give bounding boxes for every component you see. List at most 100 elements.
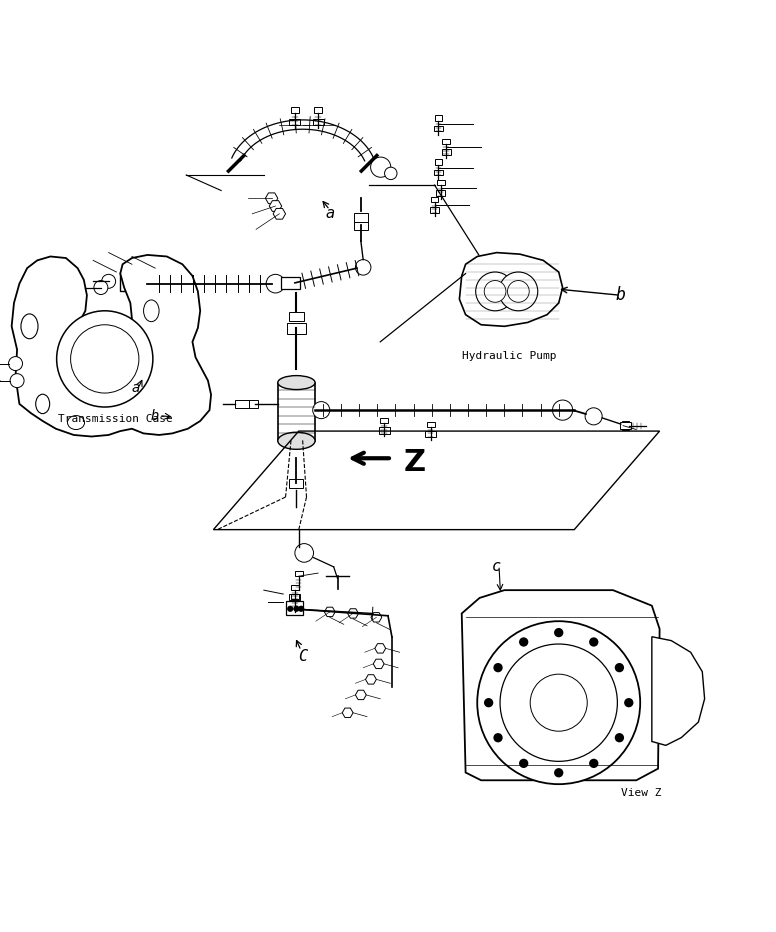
Text: Hydraulic Pump: Hydraulic Pump: [462, 351, 556, 362]
Text: b: b: [151, 408, 159, 422]
Circle shape: [530, 674, 587, 732]
Circle shape: [554, 628, 563, 637]
Bar: [620, 422, 631, 429]
Circle shape: [553, 400, 573, 420]
Polygon shape: [12, 255, 211, 436]
Bar: [354, 221, 368, 229]
Circle shape: [519, 637, 528, 647]
Bar: [289, 603, 300, 610]
Circle shape: [585, 408, 602, 425]
Bar: [430, 207, 439, 212]
Bar: [313, 119, 324, 126]
Circle shape: [494, 733, 503, 743]
Bar: [120, 272, 151, 292]
Circle shape: [71, 324, 139, 393]
Circle shape: [477, 622, 640, 784]
Circle shape: [10, 374, 24, 388]
Bar: [442, 149, 451, 155]
Circle shape: [615, 733, 624, 743]
Circle shape: [484, 698, 494, 707]
Bar: [291, 584, 299, 590]
Circle shape: [385, 167, 397, 180]
Circle shape: [298, 606, 304, 612]
Polygon shape: [342, 708, 353, 718]
Circle shape: [508, 281, 529, 302]
Polygon shape: [355, 691, 366, 700]
Bar: [289, 594, 300, 600]
Ellipse shape: [36, 394, 50, 414]
Circle shape: [624, 698, 633, 707]
Bar: [435, 159, 442, 165]
Circle shape: [589, 637, 598, 647]
Polygon shape: [273, 209, 286, 219]
Circle shape: [57, 310, 153, 407]
Bar: [622, 421, 629, 430]
Circle shape: [554, 768, 563, 777]
Bar: [436, 190, 445, 196]
Polygon shape: [459, 253, 563, 326]
Bar: [289, 312, 304, 322]
Circle shape: [355, 260, 371, 275]
Bar: [289, 119, 300, 126]
Ellipse shape: [68, 416, 85, 430]
Polygon shape: [324, 607, 335, 617]
Text: C: C: [298, 649, 307, 664]
Text: View Z: View Z: [621, 788, 661, 798]
Text: Z: Z: [404, 447, 426, 476]
Polygon shape: [269, 200, 282, 212]
Bar: [291, 594, 299, 599]
Bar: [427, 422, 435, 427]
Text: a: a: [132, 381, 140, 395]
Circle shape: [519, 759, 528, 768]
Bar: [379, 427, 390, 433]
Polygon shape: [371, 612, 382, 622]
Circle shape: [9, 357, 23, 371]
Circle shape: [94, 281, 108, 295]
Ellipse shape: [21, 314, 38, 338]
Bar: [354, 213, 368, 222]
Circle shape: [102, 274, 116, 288]
Circle shape: [494, 663, 503, 672]
Circle shape: [313, 402, 330, 418]
Text: c: c: [492, 559, 501, 574]
Polygon shape: [373, 659, 384, 668]
Polygon shape: [348, 609, 359, 618]
Polygon shape: [365, 675, 376, 684]
Circle shape: [589, 759, 598, 768]
Bar: [431, 197, 438, 202]
Bar: [235, 400, 249, 408]
Bar: [295, 570, 303, 576]
Polygon shape: [462, 590, 660, 780]
Bar: [380, 418, 388, 423]
Circle shape: [371, 158, 391, 177]
Bar: [286, 601, 303, 615]
Bar: [244, 400, 258, 408]
Polygon shape: [375, 644, 386, 653]
Ellipse shape: [144, 300, 159, 322]
Circle shape: [484, 281, 506, 302]
Text: a: a: [325, 206, 334, 221]
Circle shape: [499, 272, 538, 310]
Circle shape: [500, 644, 618, 761]
Circle shape: [293, 606, 300, 612]
Bar: [287, 322, 306, 334]
Circle shape: [476, 272, 514, 310]
Bar: [437, 180, 445, 185]
Bar: [434, 126, 443, 131]
Bar: [281, 278, 300, 289]
Bar: [442, 139, 450, 144]
Circle shape: [615, 663, 624, 672]
Text: Transmission Case: Transmission Case: [58, 415, 173, 424]
Ellipse shape: [278, 432, 315, 449]
Bar: [290, 107, 300, 113]
Polygon shape: [652, 637, 705, 746]
Bar: [278, 382, 315, 441]
Circle shape: [295, 543, 314, 562]
Bar: [289, 479, 303, 487]
Circle shape: [266, 274, 285, 293]
Bar: [425, 431, 436, 437]
Polygon shape: [265, 193, 278, 204]
Text: b: b: [616, 286, 625, 304]
Bar: [314, 107, 323, 113]
Ellipse shape: [278, 376, 315, 390]
